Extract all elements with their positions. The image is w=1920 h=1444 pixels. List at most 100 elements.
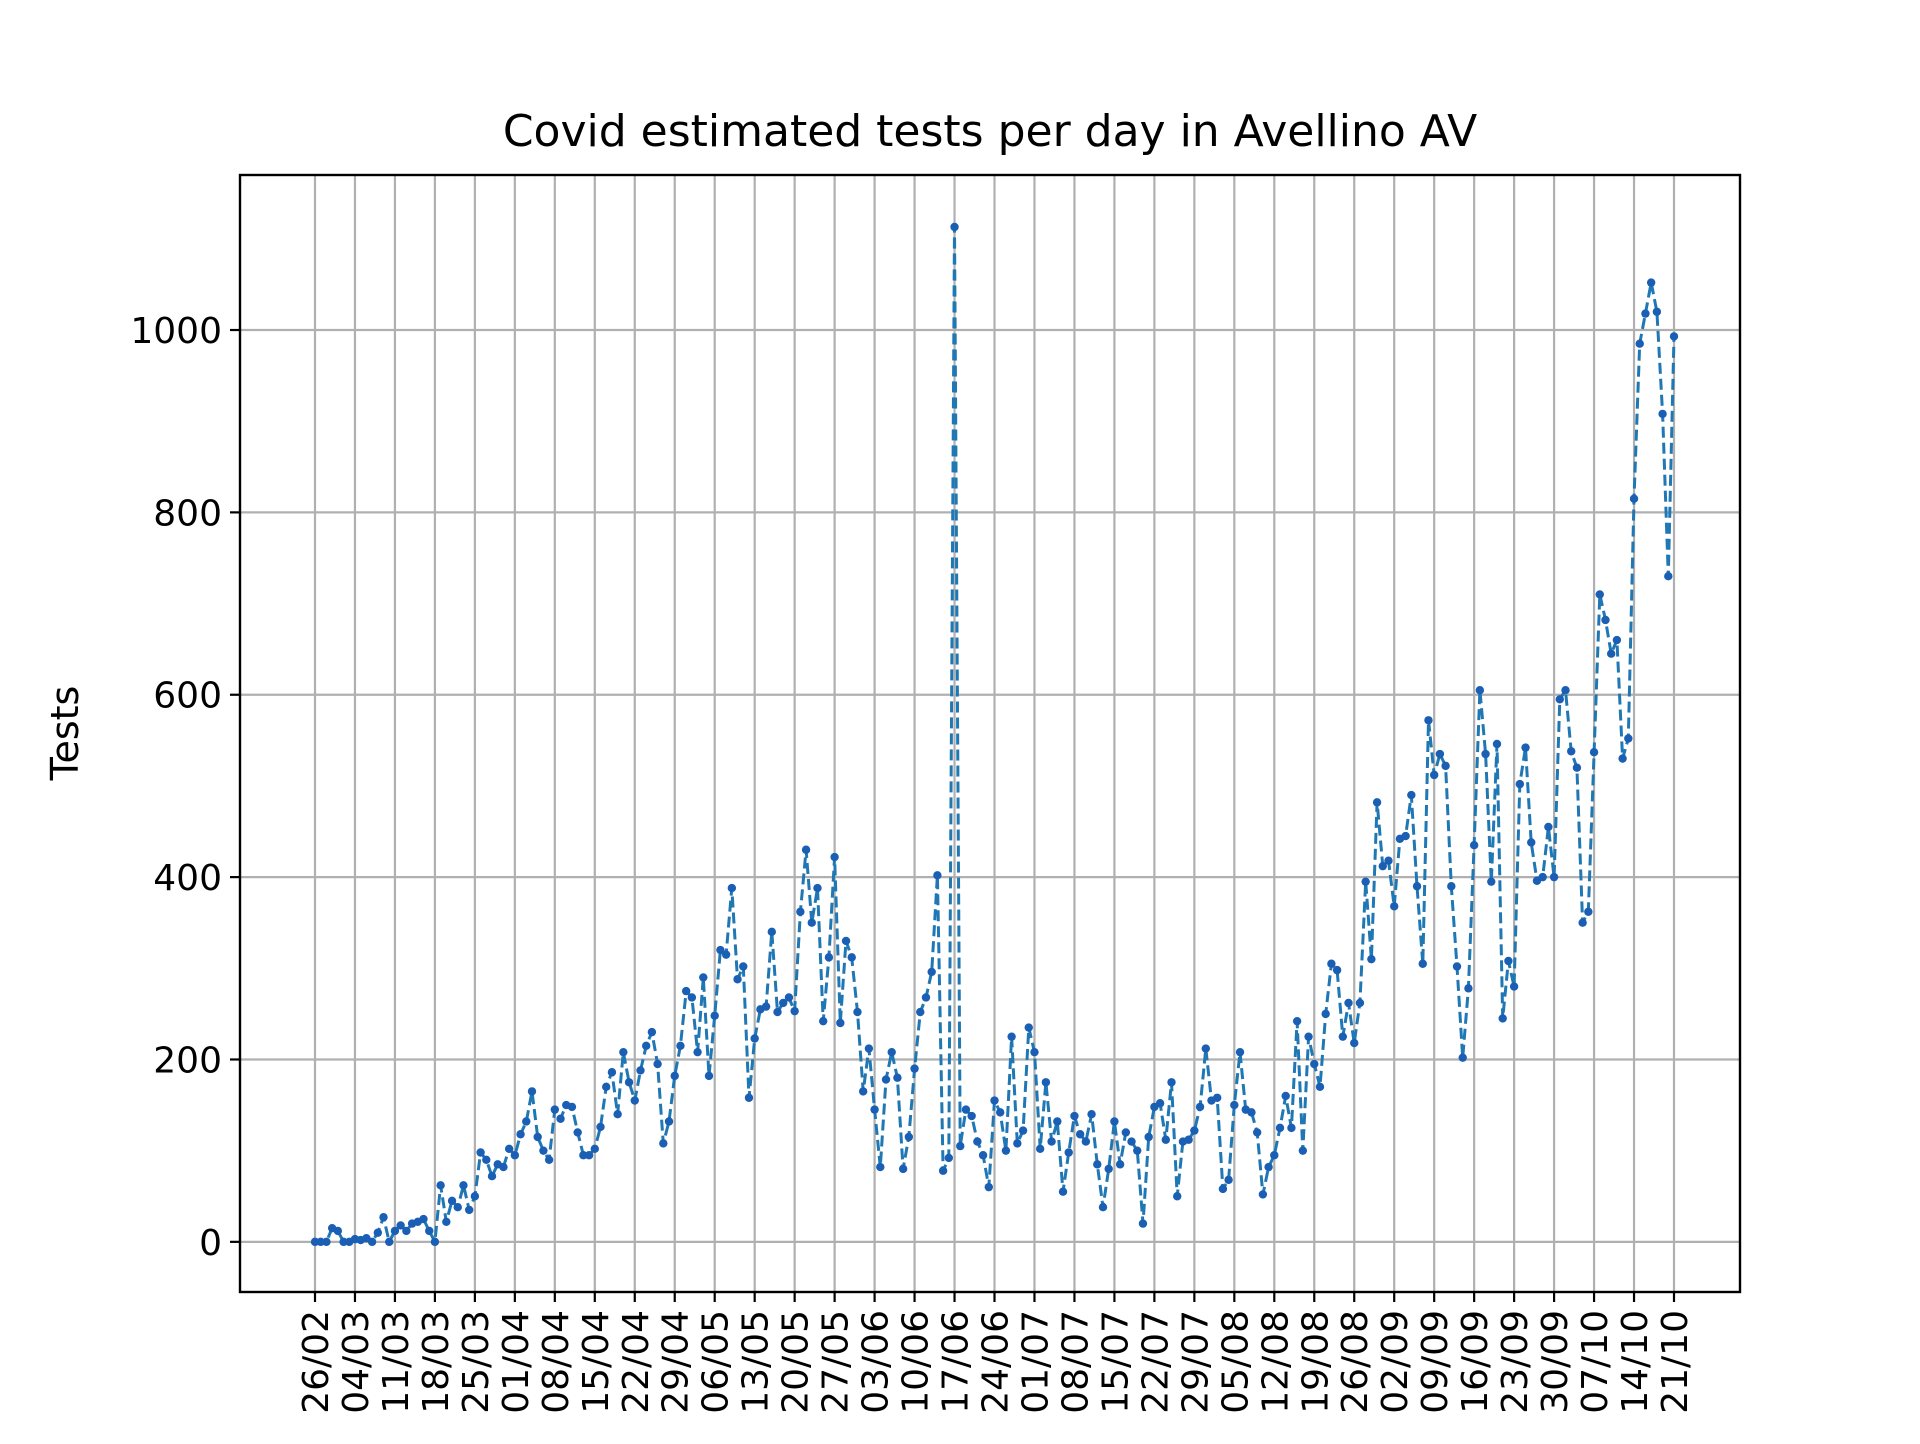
data-point <box>1378 861 1387 871</box>
data-point <box>973 1137 982 1146</box>
data-point <box>624 1078 634 1087</box>
data-point <box>893 1073 902 1082</box>
data-point <box>619 1047 628 1057</box>
data-point <box>1435 749 1445 759</box>
data-point <box>1390 902 1399 911</box>
data-point <box>1058 1187 1068 1196</box>
data-point <box>876 1162 885 1172</box>
data-point <box>1041 1078 1051 1087</box>
data-point <box>476 1148 485 1157</box>
data-point <box>921 993 931 1002</box>
data-point <box>1218 1184 1228 1194</box>
data-point <box>1235 1047 1245 1057</box>
data-point <box>967 1111 976 1121</box>
data-point <box>1618 754 1627 763</box>
data-point <box>1075 1130 1085 1139</box>
data-point <box>367 1237 377 1247</box>
data-point <box>864 1044 874 1053</box>
data-point <box>830 852 839 862</box>
x-tick-label: 25/03 <box>456 1310 497 1414</box>
data-point <box>602 1082 611 1092</box>
plot-area-frame <box>238 173 1742 1294</box>
data-point <box>470 1192 480 1201</box>
y-tick-label: 400 <box>153 858 222 899</box>
data-point <box>567 1102 577 1112</box>
x-tick-label: 03/06 <box>856 1310 897 1414</box>
data-point <box>1258 1190 1268 1199</box>
data-point <box>1407 790 1416 800</box>
data-point <box>1401 831 1410 841</box>
data-point <box>647 1027 657 1037</box>
data-point <box>1509 982 1519 991</box>
data-point <box>847 953 856 962</box>
x-tick-label: 15/04 <box>576 1310 617 1414</box>
data-point <box>687 993 697 1002</box>
data-point <box>659 1139 668 1148</box>
data-point <box>956 1141 965 1151</box>
data-point <box>996 1108 1005 1117</box>
data-point <box>447 1196 457 1206</box>
data-point <box>767 927 777 937</box>
data-point <box>459 1181 468 1190</box>
data-point <box>1527 838 1536 847</box>
data-point <box>853 1007 862 1017</box>
data-point <box>784 993 794 1002</box>
data-point <box>1104 1164 1113 1174</box>
data-point <box>716 945 725 955</box>
data-point <box>807 918 816 927</box>
data-point <box>841 936 851 946</box>
y-axis-label: Tests <box>43 686 87 782</box>
data-point <box>1201 1044 1210 1053</box>
data-point <box>733 975 742 984</box>
data-point <box>779 998 788 1008</box>
data-point <box>938 1166 948 1175</box>
data-point <box>1561 685 1570 695</box>
data-point <box>1458 1053 1467 1062</box>
y-tick-label: 200 <box>153 1040 222 1081</box>
data-point <box>1230 1100 1239 1110</box>
data-point <box>978 1151 988 1160</box>
data-point <box>898 1164 908 1174</box>
data-point <box>613 1109 622 1119</box>
data-point <box>1070 1111 1079 1121</box>
x-tick-label: 26/08 <box>1335 1310 1376 1414</box>
data-point <box>1304 1032 1313 1041</box>
data-point <box>1053 1117 1062 1126</box>
data-point <box>1504 956 1513 966</box>
data-point <box>1133 1146 1142 1155</box>
data-point <box>927 967 936 977</box>
data-point <box>1127 1137 1136 1146</box>
data-point <box>1646 278 1656 287</box>
y-axis-ticks: 0 200 400 600 800 1000 <box>130 311 240 1264</box>
data-point <box>379 1213 388 1222</box>
data-point <box>1007 1032 1016 1041</box>
data-point <box>373 1228 383 1237</box>
data-point <box>453 1202 462 1212</box>
data-point <box>824 953 834 962</box>
data-point <box>916 1007 925 1017</box>
data-point <box>544 1155 554 1164</box>
x-tick-label: 08/07 <box>1055 1310 1096 1414</box>
data-point <box>727 883 737 893</box>
y-tick-label: 0 <box>199 1223 222 1264</box>
data-point <box>641 1041 651 1051</box>
data-point <box>1270 1151 1279 1160</box>
x-tick-label: 19/08 <box>1295 1310 1336 1414</box>
data-point <box>1093 1160 1102 1169</box>
series-layer <box>310 222 1679 1247</box>
x-tick-label: 24/06 <box>976 1310 1017 1414</box>
data-point <box>1384 856 1393 865</box>
data-point <box>1252 1128 1262 1137</box>
data-point <box>1018 1126 1028 1135</box>
data-point <box>1578 918 1587 927</box>
data-point <box>504 1144 514 1154</box>
data-point <box>1418 959 1427 968</box>
data-point <box>1589 747 1599 757</box>
x-tick-label: 09/09 <box>1415 1310 1456 1414</box>
data-point <box>1292 1016 1302 1026</box>
data-point <box>1367 954 1376 964</box>
data-point <box>430 1237 440 1247</box>
data-point <box>1464 984 1473 993</box>
data-point <box>796 907 805 916</box>
